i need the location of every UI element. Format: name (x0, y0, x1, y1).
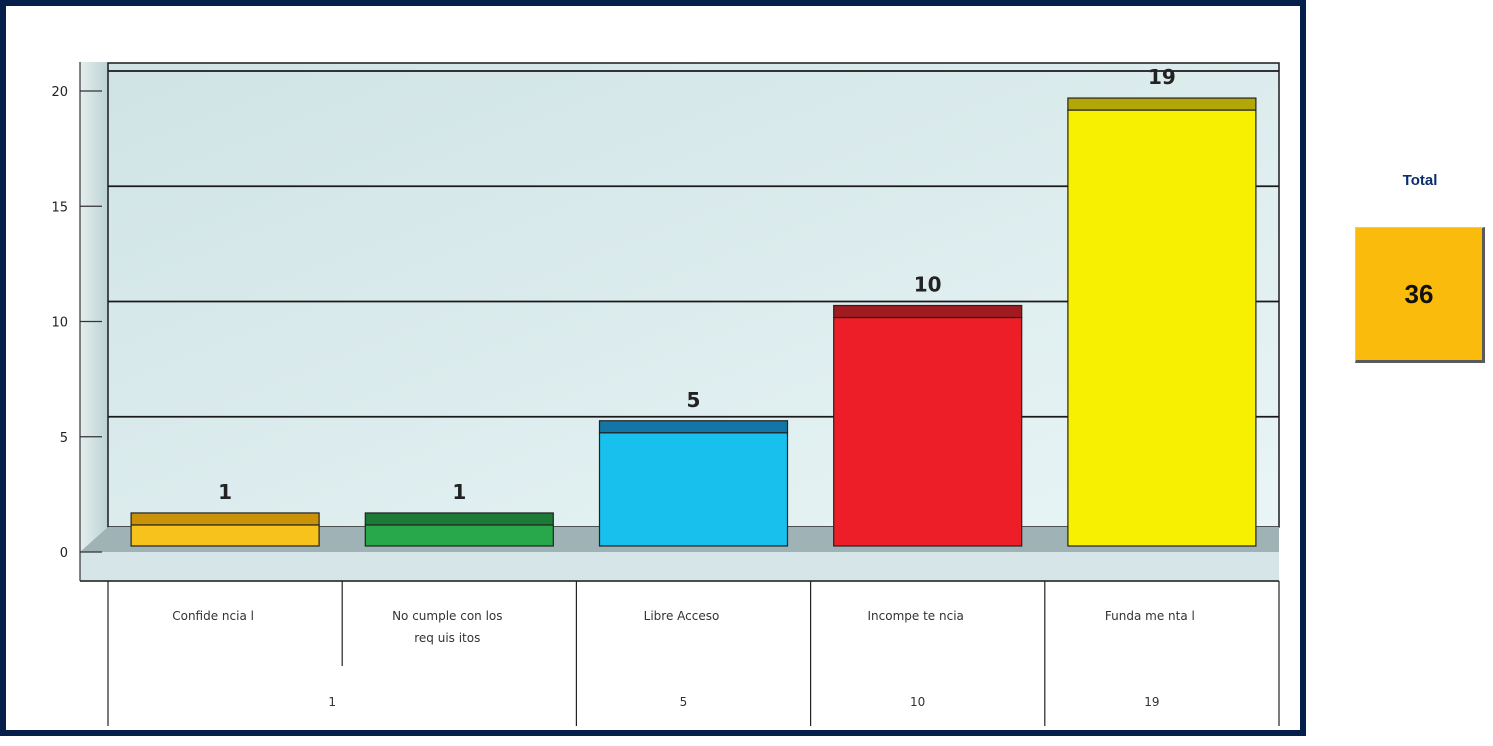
category-label: req uis itos (414, 631, 480, 645)
bar-data-label: 19 (1148, 65, 1176, 89)
category-label: Confide ncia l (172, 609, 254, 623)
y-tick-label: 20 (51, 85, 68, 100)
table-value: 10 (910, 695, 925, 709)
y-tick-label: 15 (51, 200, 68, 215)
bar-top-face (833, 304, 1023, 319)
bar-top-face (598, 420, 789, 434)
bar (130, 524, 320, 547)
y-tick-label: 5 (60, 431, 68, 446)
y-tick-label: 10 (51, 316, 68, 331)
category-label: No cumple con los (392, 609, 502, 623)
table-value: 19 (1144, 695, 1159, 709)
category-label: Funda me nta l (1105, 609, 1195, 623)
total-value-box: 36 (1355, 227, 1485, 363)
bar-data-label: 10 (914, 273, 942, 297)
table-value: 1 (328, 695, 336, 709)
table-value: 5 (680, 695, 688, 709)
plot-floor-front (80, 552, 1279, 582)
bar (833, 316, 1023, 547)
bar-data-label: 1 (218, 480, 232, 504)
total-label: Total (1402, 172, 1438, 189)
y-tick-label: 0 (60, 546, 68, 561)
bar (598, 432, 789, 547)
bar (1067, 109, 1257, 547)
bar-top-face (364, 512, 554, 526)
bar-data-label: 1 (452, 480, 466, 504)
category-label: Libre Acceso (644, 609, 720, 623)
bar-data-label: 5 (687, 388, 701, 412)
bar-top-face (1067, 97, 1257, 111)
category-label: Incompe te ncia (868, 609, 964, 623)
bar-top-face (130, 512, 320, 526)
bar (364, 524, 554, 547)
chart-frame: 0 5 10 15 20 1 1 5 10 19 Confide ncia l No cumple … (0, 0, 1306, 736)
